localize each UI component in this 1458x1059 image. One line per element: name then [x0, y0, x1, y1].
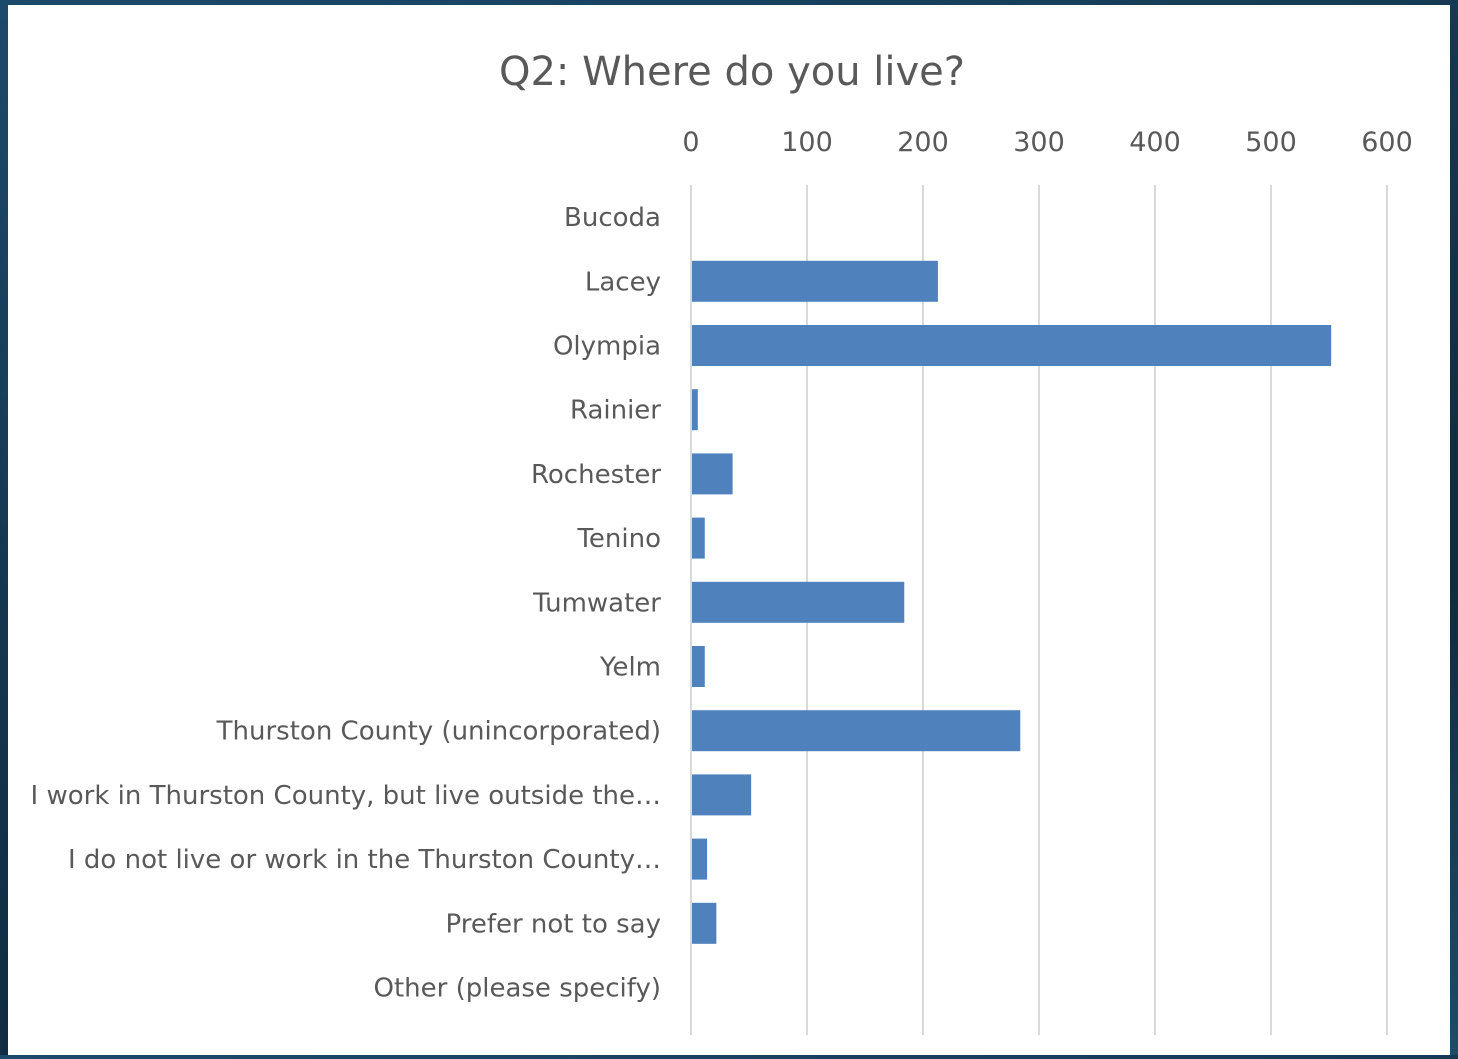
- category-label: Prefer not to say: [445, 909, 661, 939]
- bar: [692, 389, 698, 431]
- category-label: Bucoda: [564, 203, 661, 233]
- x-tick-label: 0: [682, 127, 699, 158]
- bar: [692, 453, 733, 495]
- bar: [692, 710, 1021, 752]
- category-label: Tumwater: [532, 588, 661, 618]
- x-tick-label: 100: [781, 127, 833, 158]
- bar-chart: Q2: Where do you live? 0 100 200 300 400 500 6…: [31, 49, 1413, 1035]
- bar: [692, 260, 938, 302]
- category-label: Olympia: [553, 332, 661, 362]
- category-label: I do not live or work in the Thurston Co…: [68, 845, 661, 875]
- x-axis-ticks: 0 100 200 300 400 500 600: [682, 127, 1412, 158]
- category-labels: Bucoda Lacey Olympia Rainier Rochester Tenino…: [31, 203, 662, 1003]
- bar: [692, 646, 705, 687]
- bars: [692, 260, 1332, 944]
- category-label: Rochester: [531, 460, 661, 490]
- category-label: Rainier: [570, 396, 661, 426]
- bar: [692, 774, 752, 816]
- x-tick-label: 400: [1129, 127, 1181, 158]
- category-label: Tenino: [576, 524, 661, 554]
- bar: [692, 838, 708, 880]
- bar: [692, 517, 705, 559]
- x-tick-label: 600: [1361, 127, 1413, 158]
- bar: [692, 325, 1332, 366]
- bar: [692, 581, 905, 623]
- category-label: I work in Thurston County, but live outs…: [31, 781, 661, 811]
- chart-title: Q2: Where do you live?: [499, 49, 965, 95]
- category-label: Thurston County (unincorporated): [216, 717, 661, 747]
- category-label: Yelm: [599, 653, 661, 683]
- x-tick-label: 200: [897, 127, 949, 158]
- x-tick-label: 500: [1245, 127, 1297, 158]
- chart-panel: Q2: Where do you live? 0 100 200 300 400 500 6…: [8, 5, 1450, 1055]
- x-tick-label: 300: [1013, 127, 1065, 158]
- category-label: Lacey: [585, 267, 661, 297]
- bar: [692, 902, 717, 944]
- category-label: Other (please specify): [374, 974, 662, 1004]
